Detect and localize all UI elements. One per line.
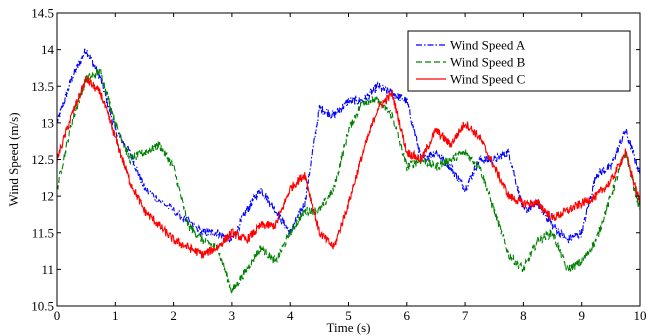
x-tick-label: 10 (634, 308, 647, 323)
x-tick-label: 0 (54, 308, 61, 323)
x-axis-title: Time (s) (327, 320, 371, 335)
y-tick-label: 12 (41, 189, 54, 204)
x-tick-label: 5 (345, 308, 352, 323)
y-tick-label: 11 (41, 262, 54, 277)
x-tick-label: 2 (170, 308, 177, 323)
y-tick-label: 14 (41, 42, 55, 57)
x-tick-label: 1 (112, 308, 119, 323)
y-tick-label: 12.5 (31, 152, 54, 167)
x-tick-label: 6 (404, 308, 411, 323)
y-tick-label: 11.5 (32, 225, 54, 240)
x-tick-label: 4 (287, 308, 294, 323)
y-axis-title: Wind Speed (m/s) (6, 112, 21, 206)
series-line-2 (56, 66, 641, 295)
y-tick-label: 10.5 (31, 299, 54, 314)
y-tick-label: 13.5 (31, 79, 54, 94)
y-tick-label: 13 (41, 115, 54, 130)
legend-label: Wind Speed A (450, 38, 526, 53)
x-tick-label: 8 (520, 308, 527, 323)
legend-label: Wind Speed C (450, 72, 525, 87)
series-layer (56, 48, 641, 295)
y-tick-label: 14.5 (31, 6, 54, 21)
legend: Wind Speed A Wind Speed B Wind Speed C (407, 30, 631, 92)
series-line-3 (56, 74, 641, 259)
x-tick-label: 7 (462, 308, 469, 323)
x-tick-label: 3 (229, 308, 236, 323)
legend-label: Wind Speed B (450, 55, 526, 70)
x-tick-label: 9 (578, 308, 585, 323)
legend-box (407, 30, 631, 92)
